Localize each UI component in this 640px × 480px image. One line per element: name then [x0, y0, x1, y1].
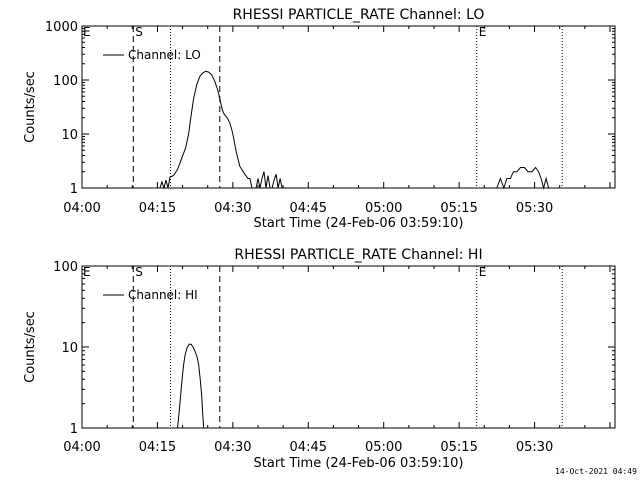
- marker-label: S: [135, 25, 143, 39]
- x-tick-label: 05:00: [365, 440, 402, 455]
- x-tick-label: 04:30: [214, 440, 251, 455]
- y-tick-label: 1000: [45, 20, 78, 35]
- legend-text: Channel: LO: [128, 48, 201, 62]
- marker-label: S: [135, 265, 143, 279]
- y-tick-label: 100: [53, 74, 78, 89]
- y-tick-label: 10: [61, 341, 78, 356]
- x-tick-label: 05:00: [365, 201, 402, 216]
- edge-label: E: [83, 265, 91, 279]
- x-tick-label: 04:45: [290, 440, 327, 455]
- lo-channel-panel: RHESSI PARTICLE_RATE Channel: LO 04:00 04:…: [23, 7, 616, 231]
- footer-timestamp: 14-Oct-2021 04:49: [555, 467, 637, 476]
- marker-label: E: [479, 265, 487, 279]
- hi-channel-panel: RHESSI PARTICLE_RATE Channel: HI 04:00 04:…: [23, 247, 616, 471]
- x-tick-label: 05:30: [516, 440, 553, 455]
- x-tick-label: 05:30: [516, 201, 553, 216]
- y-tick-label: 100: [53, 260, 78, 275]
- y-axis-label: Counts/sec: [23, 71, 38, 143]
- plot-frame: [81, 25, 616, 189]
- x-tick-label: 05:15: [440, 201, 477, 216]
- x-tick-label: 04:00: [63, 440, 100, 455]
- x-tick-label: 04:30: [214, 201, 251, 216]
- x-axis-label: Start Time (24-Feb-06 03:59:10): [254, 456, 464, 471]
- x-axis-ticks: [81, 26, 611, 188]
- chart-title: RHESSI PARTICLE_RATE Channel: LO: [233, 7, 485, 23]
- y-axis-ticks: [82, 265, 615, 429]
- x-tick-label: 04:00: [63, 201, 100, 216]
- x-tick-label: 04:15: [139, 440, 176, 455]
- series-line-0: [177, 343, 205, 429]
- series-line-1: [496, 166, 550, 190]
- y-tick-label: 1: [70, 422, 78, 437]
- series-line-0: [159, 70, 283, 190]
- y-tick-label: 10: [61, 128, 78, 143]
- marker-label: E: [479, 25, 487, 39]
- x-tick-label: 05:15: [440, 440, 477, 455]
- y-axis-ticks: [82, 25, 615, 189]
- x-tick-label: 04:15: [139, 201, 176, 216]
- y-tick-label: 1: [70, 182, 78, 197]
- y-axis-label: Counts/sec: [23, 311, 38, 383]
- chart-title: RHESSI PARTICLE_RATE Channel: HI: [234, 247, 482, 263]
- edge-label: E: [83, 25, 91, 39]
- x-tick-label: 04:45: [290, 201, 327, 216]
- x-axis-label: Start Time (24-Feb-06 03:59:10): [254, 216, 464, 231]
- legend-text: Channel: HI: [128, 288, 198, 302]
- x-axis-ticks: [81, 266, 611, 428]
